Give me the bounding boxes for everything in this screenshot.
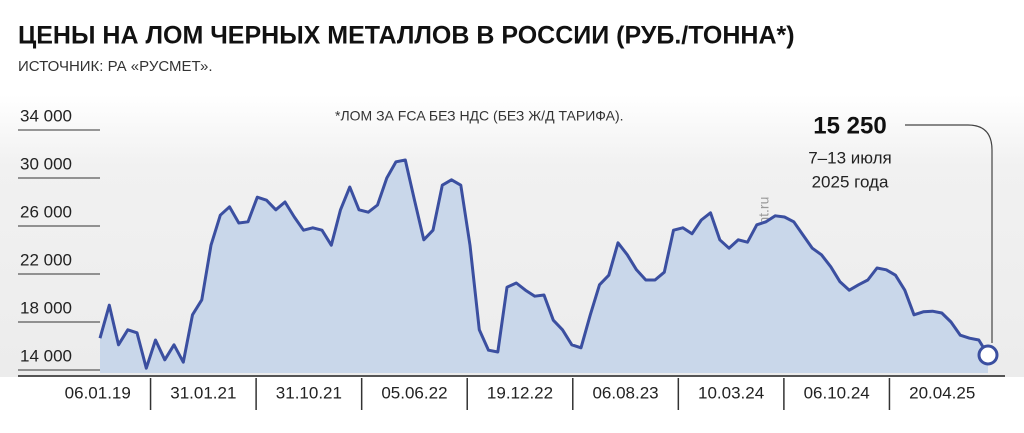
x-tick-label: 06.10.24 [804,383,870,402]
y-tick-label: 22 000 [20,250,72,269]
x-tick-label: 31.10.21 [276,383,342,402]
x-tick-label: 06.08.23 [592,383,658,402]
y-tick-label: 18 000 [20,298,72,317]
area [100,160,988,373]
y-tick-label: 14 000 [20,346,72,365]
annotation-line: 7–13 июля [808,148,892,167]
x-tick-label: 06.01.19 [65,383,131,402]
annotation-line: 2025 года [812,172,889,191]
y-tick-label: 30 000 [20,154,72,173]
x-tick-label: 19.12.22 [487,383,553,402]
last-point [977,344,999,366]
leader-line [905,124,993,343]
note: *ЛОМ ЗА FCA БЕЗ НДС (БЕЗ Ж/Д ТАРИФА). [335,108,624,124]
line [98,158,990,370]
x-tick-label: 31.01.21 [170,383,236,402]
chart-title: ЦЕНЫ НА ЛОМ ЧЕРНЫХ МЕТАЛЛОВ В РОССИИ (РУ… [18,22,795,50]
x-tick-label: 05.06.22 [381,383,447,402]
x-tick-label: 10.03.24 [698,383,764,402]
chart-subtitle: ИСТОЧНИК: РА «РУСМЕТ». [18,58,213,75]
y-tick-label: 26 000 [20,202,72,221]
annotation-value: 15 250 [813,112,886,139]
y-tick-label: 34 000 [20,106,72,125]
x-tick-label: 20.04.25 [909,383,975,402]
